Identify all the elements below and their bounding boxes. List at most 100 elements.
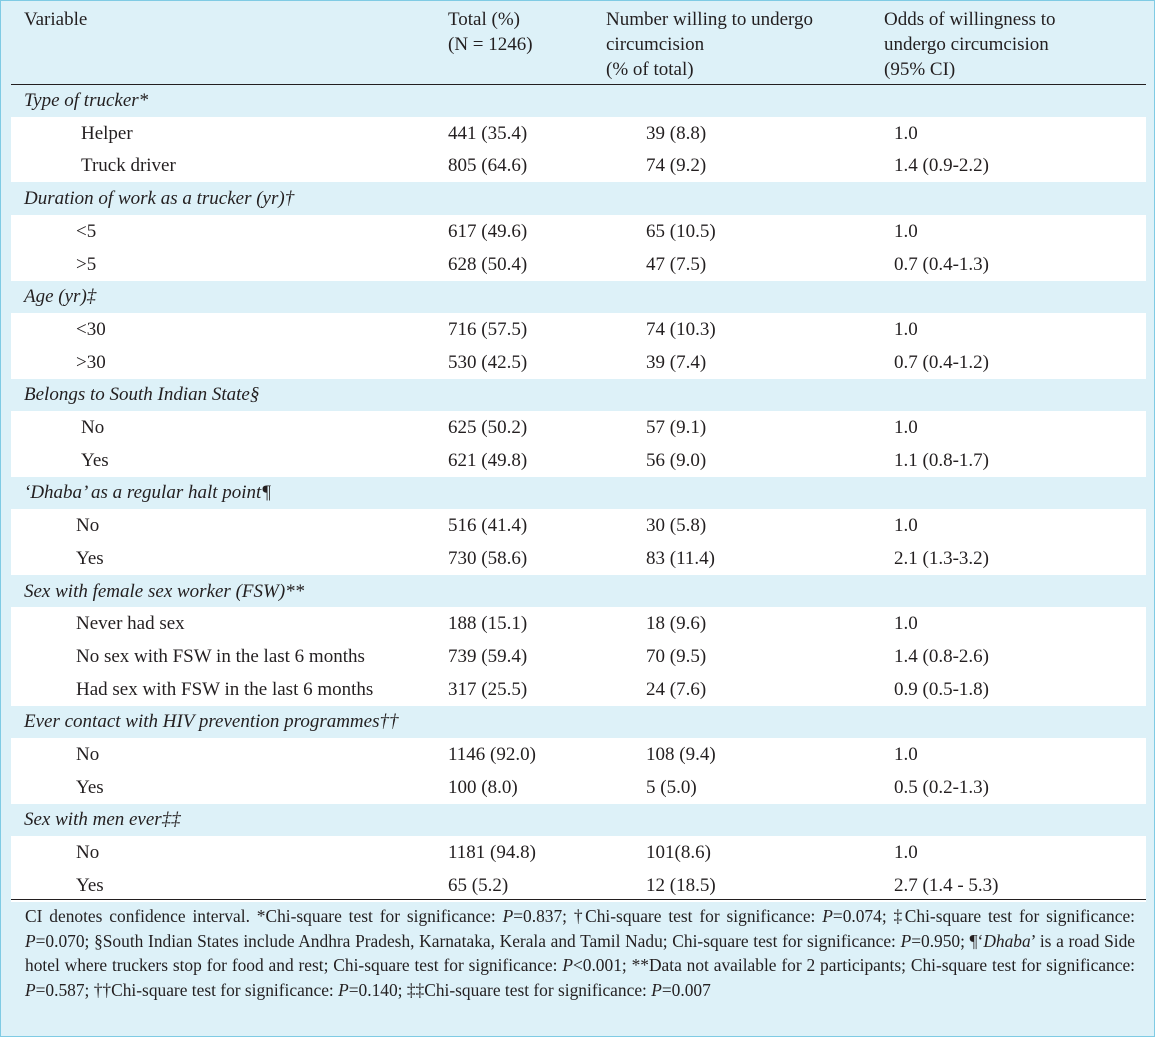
row-willing: 30 (5.8) [646, 515, 707, 537]
row-total: 628 (50.4) [448, 253, 528, 275]
table-row: Yes 621 (49.8) 56 (9.0) 1.1 (0.8-1.7) [11, 443, 1146, 477]
group-title: ‘Dhaba’ as a regular halt point¶ [24, 482, 272, 504]
header-rule [11, 84, 1146, 85]
row-label: Yes [76, 547, 104, 569]
group-header-row: Duration of work as a trucker (yr)† [1, 182, 1154, 215]
footnote-text: =0.837; †Chi-square test for significanc… [513, 906, 823, 926]
group-header-row: Age (yr)‡ [1, 280, 1154, 313]
group-header-row: ‘Dhaba’ as a regular halt point¶ [1, 476, 1154, 509]
row-odds: 0.7 (0.4-1.3) [894, 253, 989, 275]
row-total: 317 (25.5) [448, 678, 528, 700]
row-odds: 1.0 [894, 842, 918, 864]
group-title: Sex with female sex worker (FSW)** [24, 580, 305, 602]
header-odds: Odds of willingness to undergo circumcis… [884, 7, 1056, 82]
footnote-text: =0.007 [661, 979, 711, 1000]
row-total: 730 (58.6) [448, 547, 528, 569]
row-label: Yes [81, 449, 109, 471]
row-odds: 1.0 [894, 613, 918, 635]
header-willing: Number willing to undergo circumcision (… [606, 7, 813, 82]
group-title: Ever contact with HIV prevention program… [24, 711, 399, 733]
row-label: >5 [76, 253, 97, 275]
group-header-row: Belongs to South Indian State§ [1, 378, 1154, 411]
table-row: Yes 730 (58.6) 83 (11.4) 2.1 (1.3-3.2) [11, 541, 1146, 575]
table-row: No 1181 (94.8) 101(8.6) 1.0 [11, 836, 1146, 870]
row-total: 441 (35.4) [448, 122, 528, 144]
table-row: No sex with FSW in the last 6 months 739 … [11, 639, 1146, 673]
row-willing: 5 (5.0) [646, 776, 697, 798]
row-label: No sex with FSW in the last 6 months [76, 645, 365, 667]
row-total: 1181 (94.8) [448, 842, 536, 864]
row-willing: 57 (9.1) [646, 417, 707, 438]
footnote-text: =0.070; §South Indian States include And… [35, 930, 901, 951]
footnote-p: P [25, 930, 36, 951]
row-total: 716 (57.5) [448, 318, 528, 340]
header-odds-line: (95% CI) [884, 59, 956, 80]
footnote-p: P [338, 979, 349, 1000]
table-row: >30 530 (42.5) 39 (7.4) 0.7 (0.4-1.2) [11, 345, 1146, 379]
row-odds: 0.7 (0.4-1.2) [894, 351, 989, 373]
group-header-row: Ever contact with HIV prevention program… [1, 705, 1154, 738]
row-total: 617 (49.6) [448, 220, 528, 242]
row-willing: 39 (7.4) [646, 351, 707, 373]
footnote-dhaba: Dhaba [983, 930, 1031, 951]
table-header: Variable Total (%) (N = 1246) Number wil… [1, 1, 1154, 85]
group-title: Sex with men ever‡‡ [24, 809, 181, 831]
row-odds: 1.0 [894, 318, 918, 340]
row-odds: 1.4 (0.8-2.6) [894, 645, 989, 667]
footnote-text: CI denotes confidence interval. *Chi-squ… [25, 906, 503, 926]
table-row: <30 716 (57.5) 74 (10.3) 1.0 [11, 312, 1146, 346]
row-odds: 1.1 (0.8-1.7) [894, 449, 989, 471]
row-willing: 47 (7.5) [646, 253, 707, 275]
row-willing: 108 (9.4) [646, 744, 716, 765]
table-row: Yes 100 (8.0) 5 (5.0) 0.5 (0.2-1.3) [11, 770, 1146, 804]
row-label: Had sex with FSW in the last 6 months [76, 678, 374, 700]
footnote-p: P [651, 979, 662, 1000]
row-total: 530 (42.5) [448, 351, 528, 373]
group-header-row: Sex with female sex worker (FSW)** [1, 575, 1154, 608]
row-total: 65 (5.2) [448, 874, 509, 896]
row-label: Helper [81, 122, 133, 144]
row-willing: 101(8.6) [646, 842, 711, 864]
row-label: No [76, 515, 100, 537]
row-willing: 83 (11.4) [646, 547, 715, 569]
row-label: <5 [76, 220, 97, 242]
row-willing: 56 (9.0) [646, 449, 707, 471]
table-footnote: CI denotes confidence interval. *Chi-squ… [25, 904, 1135, 1002]
footnote-p: P [25, 979, 36, 1000]
table-row: Had sex with FSW in the last 6 months 317… [11, 672, 1146, 706]
header-willing-line: (% of total) [606, 59, 694, 80]
row-odds: 1.0 [894, 122, 918, 144]
row-willing: 65 (10.5) [646, 220, 716, 242]
table-row: No 516 (41.4) 30 (5.8) 1.0 [11, 509, 1146, 543]
header-willing-line: circumcision [606, 34, 705, 55]
row-total: 625 (50.2) [448, 417, 528, 438]
row-willing: 12 (18.5) [646, 874, 716, 896]
row-odds: 1.0 [894, 515, 918, 537]
row-willing: 74 (9.2) [646, 155, 707, 177]
footnote-text: =0.950; ¶‘ [911, 930, 984, 951]
footnote-text: <0.001; **Data not available for 2 parti… [572, 955, 1135, 976]
footnote-text: ’ is a road Side hotel where truckers st… [25, 930, 1135, 976]
table-row: <5 617 (49.6) 65 (10.5) 1.0 [11, 214, 1146, 248]
row-willing: 70 (9.5) [646, 645, 707, 667]
table-bottom-rule [11, 899, 1146, 900]
row-total: 621 (49.8) [448, 449, 528, 471]
group-title: Duration of work as a trucker (yr)† [24, 188, 295, 210]
footnote-text: =0.140; ‡‡Chi-square test for significan… [348, 979, 652, 1000]
row-label: No [81, 417, 105, 438]
table-row: Never had sex 188 (15.1) 18 (9.6) 1.0 [11, 607, 1146, 641]
row-label: No [76, 842, 100, 864]
row-label: No [76, 744, 100, 765]
table-row: No 1146 (92.0) 108 (9.4) 1.0 [11, 738, 1146, 771]
header-odds-line: Odds of willingness to [884, 9, 1056, 30]
row-label: >30 [76, 351, 106, 373]
footnote-p: P [502, 906, 514, 926]
row-odds: 0.5 (0.2-1.3) [894, 776, 989, 798]
group-header-row: Sex with men ever‡‡ [1, 803, 1154, 836]
row-odds: 1.0 [894, 417, 918, 438]
row-odds: 1.0 [894, 220, 918, 242]
row-label: Yes [76, 776, 104, 798]
row-label: <30 [76, 318, 106, 340]
header-willing-line: Number willing to undergo [606, 9, 814, 30]
header-total: Total (%) (N = 1246) [448, 7, 533, 57]
